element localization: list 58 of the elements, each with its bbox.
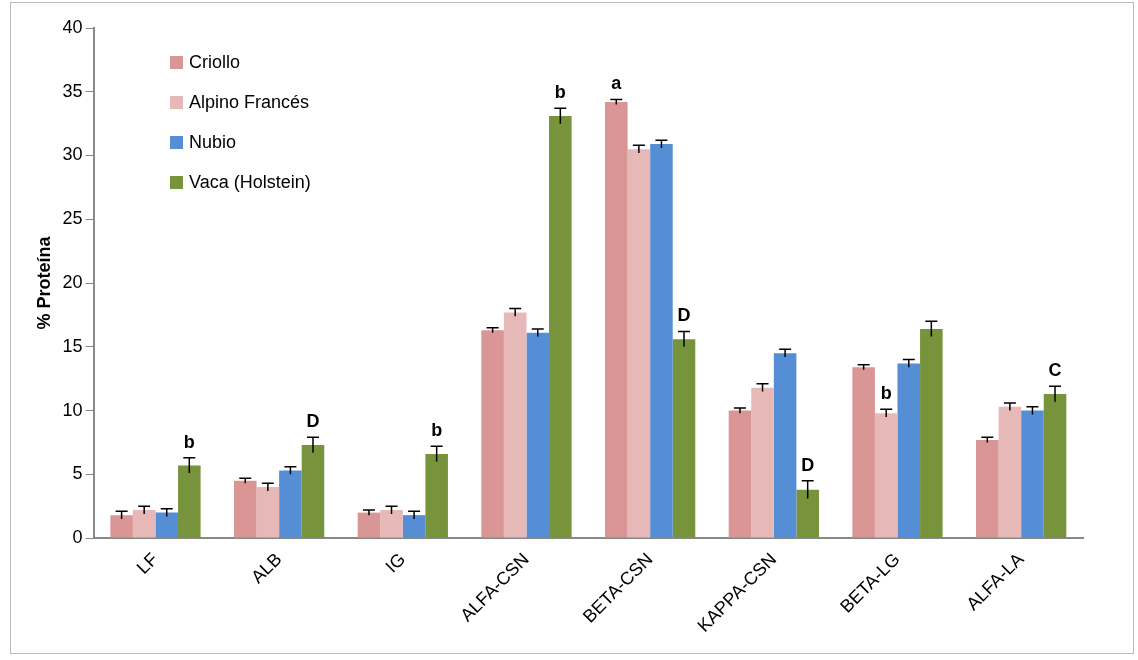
y-tick-label: 0 [72,527,83,548]
x-tick-label: LF [132,548,162,578]
bar [627,149,651,538]
data-label: b [431,420,443,441]
bar [672,339,696,538]
y-axis-title: % Proteína [33,235,54,330]
bar [796,489,819,538]
x-tick-label: ALB [247,548,286,588]
bar [503,312,527,538]
bar [526,332,550,538]
bar [155,512,179,538]
data-label: D [677,305,691,326]
x-tick-label: IG [381,548,410,577]
bar [279,470,302,538]
bar [402,515,426,538]
data-label: a [611,73,623,94]
bar [132,510,156,538]
bar [357,512,381,538]
data-label: D [801,454,815,475]
bar [920,328,943,538]
y-tick-label: 25 [62,208,83,229]
bar [301,445,325,538]
y-tick-label: 10 [62,399,83,420]
bar [976,439,999,538]
y-tick-label: 35 [62,80,83,101]
bar [380,510,403,538]
bar [728,410,752,538]
y-tick-label: 30 [62,144,83,165]
bar [897,363,921,538]
bar [605,101,628,538]
bar [751,387,774,538]
legend-label: Vaca (Holstein) [189,171,311,193]
data-label: D [306,411,320,432]
bar [852,367,875,538]
y-tick-label: 5 [72,463,83,484]
bar [650,144,673,538]
bar [874,413,898,538]
data-label: b [183,431,195,452]
bar [233,480,257,538]
bar [110,515,133,538]
bar [998,406,1022,538]
bar [481,330,504,538]
y-tick-label: 20 [62,272,83,293]
legend-label: Nubio [189,131,237,153]
bar [256,487,280,538]
data-label: C [1048,360,1062,381]
bar [1043,394,1067,538]
y-tick-label: 15 [62,335,83,356]
y-tick-label: 40 [62,16,83,37]
bar [1021,410,1044,538]
legend-label: Criollo [189,51,241,73]
bar [425,453,448,538]
bar [549,115,572,538]
bar [773,353,797,538]
legend-label: Alpino Francés [189,91,310,113]
data-label: b [554,82,566,103]
bar [178,465,201,538]
data-label: b [880,383,892,404]
